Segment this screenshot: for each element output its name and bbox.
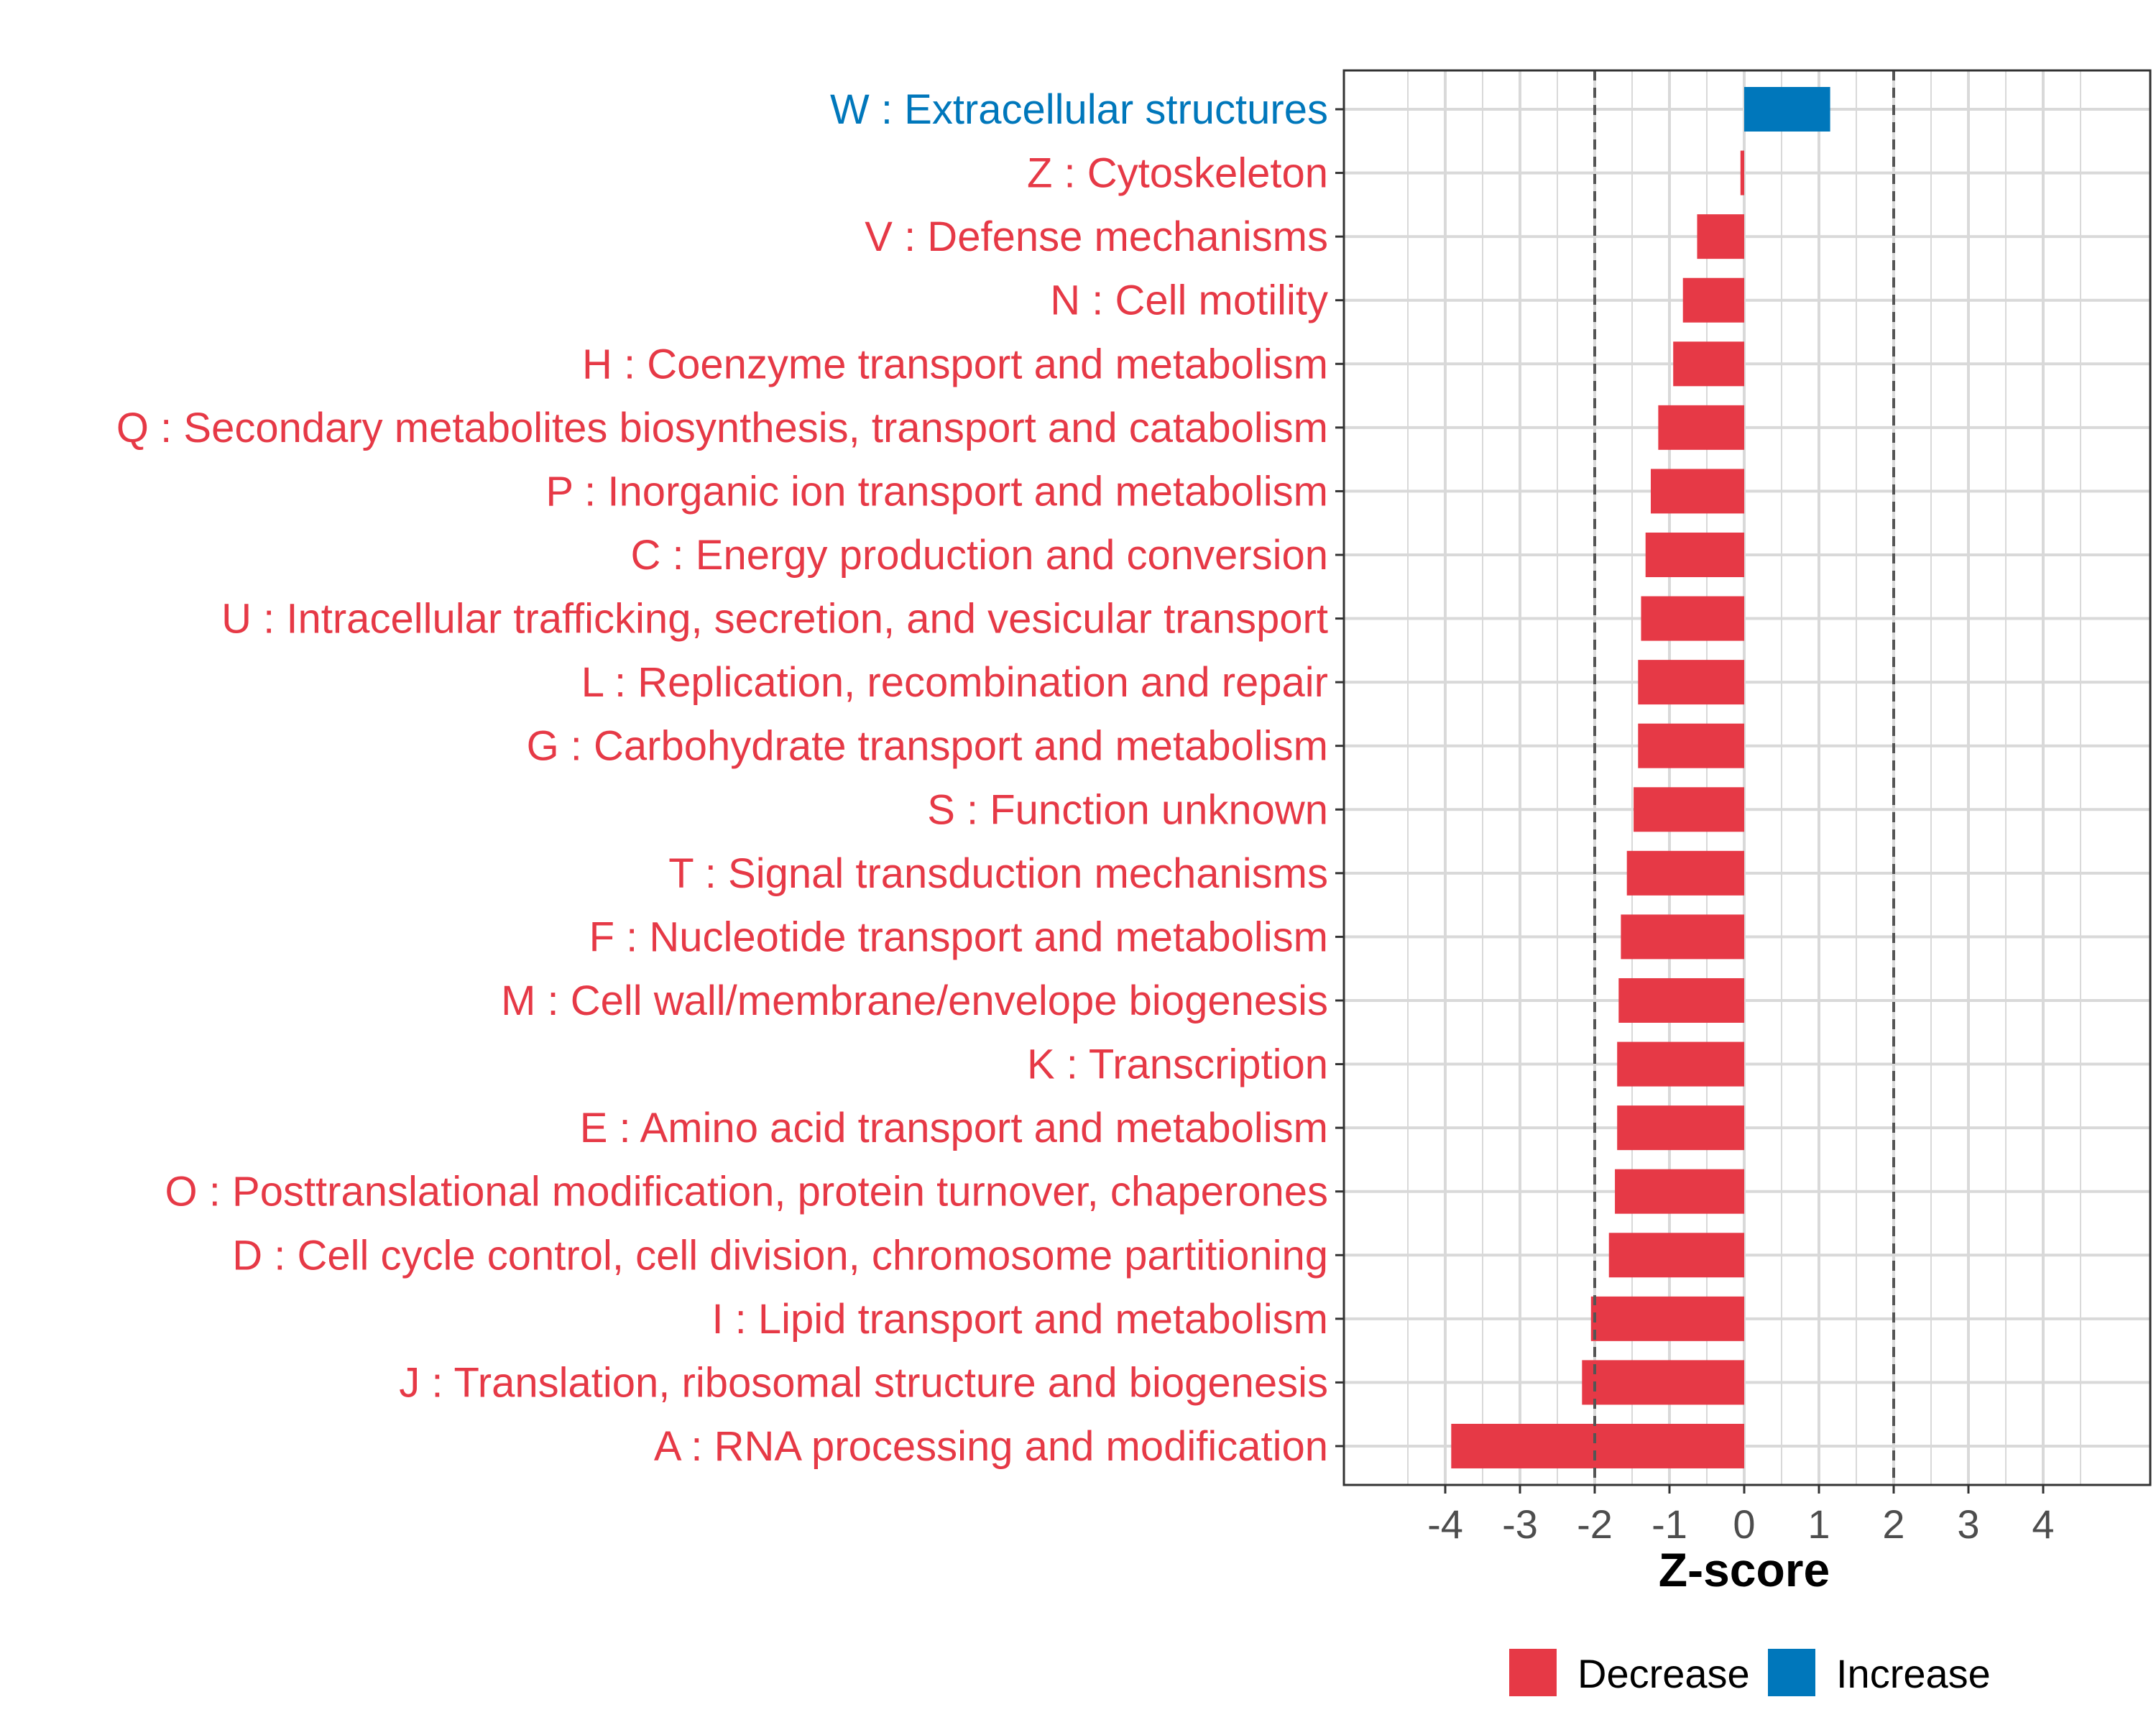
x-tick-label: 2: [1882, 1501, 1904, 1547]
legend: Decrease Increase: [1509, 1649, 1991, 1696]
bar: [1697, 214, 1744, 259]
bar: [1617, 1105, 1744, 1151]
bar: [1638, 660, 1744, 705]
category-label: J : Translation, ribosomal structure and…: [399, 1359, 1328, 1406]
bar: [1673, 341, 1744, 387]
category-label: G : Carbohydrate transport and metabolis…: [527, 723, 1328, 770]
x-tick-label: 1: [1807, 1501, 1830, 1547]
category-label: U : Intracellular trafficking, secretion…: [221, 596, 1328, 643]
category-label: F : Nucleotide transport and metabolism: [589, 914, 1328, 960]
category-label: I : Lipid transport and metabolism: [711, 1296, 1328, 1343]
category-label: D : Cell cycle control, cell division, c…: [232, 1232, 1328, 1279]
x-axis-title: Z-score: [1659, 1543, 1830, 1596]
category-label: N : Cell motility: [1050, 277, 1328, 324]
category-label: L : Replication, recombination and repai…: [581, 659, 1328, 706]
bar: [1740, 150, 1744, 196]
category-label: W : Extracellular structures: [830, 86, 1328, 133]
bar: [1658, 405, 1744, 450]
x-tick-label: 0: [1733, 1501, 1755, 1547]
category-label: P : Inorganic ion transport and metaboli…: [545, 468, 1328, 515]
bar: [1451, 1423, 1744, 1468]
category-label: T : Signal transduction mechanisms: [668, 850, 1328, 897]
reference-lines: [1593, 70, 1895, 1485]
y-axis-labels: W : Extracellular structures Z : Cytoskel…: [116, 86, 1328, 1470]
category-label: K : Transcription: [1027, 1041, 1328, 1088]
bar: [1641, 596, 1744, 641]
legend-swatch-decrease: [1509, 1649, 1557, 1696]
panel-border: [1342, 69, 2152, 1486]
bar: [1651, 469, 1744, 514]
legend-label-increase: Increase: [1836, 1651, 1991, 1696]
legend-swatch-increase: [1768, 1649, 1815, 1696]
bar: [1682, 277, 1744, 323]
bar: [1744, 87, 1830, 132]
category-label: V : Defense mechanisms: [865, 213, 1328, 260]
x-tick-label: -1: [1651, 1501, 1687, 1547]
bar: [1621, 914, 1744, 960]
bars-layer: [1451, 87, 1830, 1468]
category-label: H : Coenzyme transport and metabolism: [582, 341, 1328, 387]
bar: [1645, 532, 1744, 577]
x-tick-label: -3: [1502, 1501, 1538, 1547]
y-axis-ticks: [1335, 108, 1344, 1448]
bar: [1634, 787, 1744, 832]
x-tick-label: -4: [1427, 1501, 1463, 1547]
bar: [1590, 1296, 1744, 1341]
grid-layer: [1344, 70, 2150, 1485]
legend-label-decrease: Decrease: [1577, 1651, 1750, 1696]
bar: [1608, 1233, 1744, 1278]
category-label: C : Energy production and conversion: [631, 532, 1328, 579]
x-tick-label: 3: [1957, 1501, 1979, 1547]
x-axis-ticks: [1444, 1485, 2045, 1494]
bar: [1626, 850, 1744, 896]
category-label: Z : Cytoskeleton: [1027, 150, 1328, 197]
category-label: S : Function unknown: [927, 786, 1328, 833]
bar: [1615, 1169, 1744, 1214]
bar: [1638, 723, 1744, 768]
x-axis-labels: -4 -3 -2 -1 0 1 2 3 4: [1427, 1501, 2054, 1547]
category-label: A : RNA processing and modification: [654, 1423, 1328, 1470]
x-tick-label: 4: [2032, 1501, 2054, 1547]
bar: [1582, 1360, 1744, 1405]
category-label: E : Amino acid transport and metabolism: [580, 1105, 1328, 1151]
category-label: O : Posttranslational modification, prot…: [165, 1169, 1328, 1215]
x-tick-label: -2: [1577, 1501, 1613, 1547]
category-label: M : Cell wall/membrane/envelope biogenes…: [501, 978, 1328, 1024]
bar: [1618, 978, 1744, 1023]
bar: [1617, 1041, 1744, 1087]
category-label: Q : Secondary metabolites biosynthesis, …: [116, 405, 1328, 451]
